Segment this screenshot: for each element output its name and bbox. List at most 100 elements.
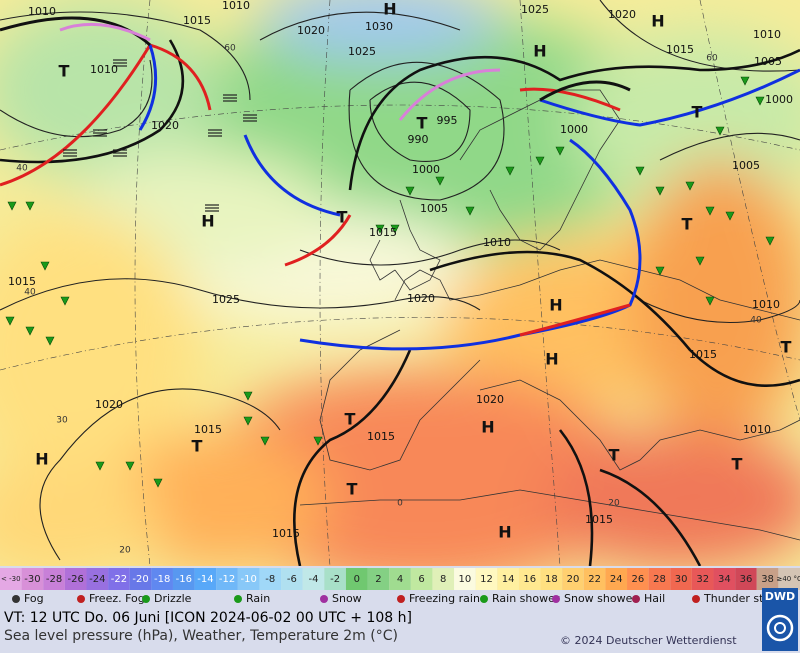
scale-cell bbox=[324, 568, 346, 590]
scale-label: 28 bbox=[653, 574, 666, 585]
scale-label: -6 bbox=[287, 574, 297, 585]
isobar-label: 1015 bbox=[585, 513, 613, 526]
scale-label: 14 bbox=[502, 574, 515, 585]
legend-icon bbox=[397, 595, 405, 603]
scale-cell bbox=[713, 568, 736, 590]
legend-label: Drizzle bbox=[154, 592, 192, 605]
legend-icon bbox=[12, 595, 20, 603]
scale-label: 4 bbox=[397, 574, 403, 585]
isobar-label: 1010 bbox=[483, 236, 511, 249]
isobar-label: 1025 bbox=[212, 293, 240, 306]
scale-label: 36 bbox=[740, 574, 753, 585]
scale-cell bbox=[778, 568, 800, 590]
scale-cell bbox=[648, 568, 671, 590]
isobar-label: 1015 bbox=[367, 430, 395, 443]
pressure-center: H bbox=[498, 523, 511, 542]
pressure-center: T bbox=[337, 208, 348, 227]
rain-shower-icon bbox=[725, 211, 735, 221]
rain-shower-icon bbox=[705, 206, 715, 216]
legend-label: Snow bbox=[332, 592, 362, 605]
isobar-label: 1030 bbox=[365, 20, 393, 33]
rain-shower-icon bbox=[243, 391, 253, 401]
pressure-center: H bbox=[481, 418, 494, 437]
legend-icon bbox=[234, 595, 242, 603]
temperature-field: 1010 1015 1010 1020 1030 1025 1025 1020 1015 1010… bbox=[0, 0, 800, 566]
scale-cell bbox=[497, 568, 519, 590]
isobar-label: 1010 bbox=[753, 28, 781, 41]
temperature-label: 60 bbox=[224, 44, 236, 54]
isobar-label: 1005 bbox=[754, 55, 782, 68]
scale-label: -22 bbox=[111, 574, 127, 585]
isobar-label: 1015 bbox=[369, 226, 397, 239]
rain-shower-icon bbox=[153, 478, 163, 488]
rain-shower-icon bbox=[25, 201, 35, 211]
scale-label: -2 bbox=[330, 574, 340, 585]
scale-cell bbox=[64, 568, 87, 590]
isobar-label: 1000 bbox=[560, 123, 588, 136]
legend-icon bbox=[142, 595, 150, 603]
scale-label: -10 bbox=[240, 574, 256, 585]
scale-label: 6 bbox=[418, 574, 424, 585]
scale-label: 32 bbox=[696, 574, 709, 585]
legend-icon bbox=[552, 595, 560, 603]
scale-label: -24 bbox=[89, 574, 105, 585]
isobar-label: 1020 bbox=[476, 393, 504, 406]
description: Sea level pressure (hPa), Weather, Tempe… bbox=[4, 628, 398, 644]
pressure-center: H bbox=[651, 12, 664, 31]
scale-cell bbox=[691, 568, 714, 590]
rain-shower-icon bbox=[555, 146, 565, 156]
temperature-label: 20 bbox=[119, 546, 131, 556]
rain-shower-icon bbox=[125, 461, 135, 471]
scale-cell bbox=[345, 568, 368, 590]
pressure-center: T bbox=[732, 455, 743, 474]
scale-cell bbox=[108, 568, 130, 590]
scale-cell bbox=[302, 568, 325, 590]
temperature-label: 60 bbox=[706, 54, 718, 64]
scale-cell bbox=[475, 568, 498, 590]
scale-label: 8 bbox=[440, 574, 446, 585]
isobar-label: 1020 bbox=[151, 119, 179, 132]
scale-label: 26 bbox=[631, 574, 644, 585]
rain-shower-icon bbox=[655, 186, 665, 196]
scale-cell bbox=[259, 568, 282, 590]
weather-symbols bbox=[5, 59, 775, 488]
scale-label: 38 bbox=[761, 574, 774, 585]
rain-shower-icon bbox=[313, 436, 323, 446]
temperature-label: 30 bbox=[56, 416, 68, 426]
temperature-label: 40 bbox=[16, 164, 28, 174]
scale-cell bbox=[562, 568, 584, 590]
scale-cell bbox=[756, 568, 779, 590]
temperature-label: 40 bbox=[24, 288, 36, 298]
rain-shower-icon bbox=[715, 126, 725, 136]
scale-label: -8 bbox=[265, 574, 275, 585]
temperature-label: 40 bbox=[750, 316, 762, 326]
copyright: © 2024 Deutscher Wetterdienst bbox=[560, 634, 737, 647]
isobar-label: 1015 bbox=[8, 275, 36, 288]
scale-cell bbox=[151, 568, 173, 590]
isobar-label: 1015 bbox=[272, 527, 300, 540]
isobar-label: 1020 bbox=[95, 398, 123, 411]
pressure-center: T bbox=[682, 215, 693, 234]
scale-label: 24 bbox=[610, 574, 623, 585]
scale-cell bbox=[43, 568, 65, 590]
isobar-label: 1015 bbox=[689, 348, 717, 361]
rain-shower-icon bbox=[60, 296, 70, 306]
scale-label: -30 bbox=[24, 574, 40, 585]
scale-label: -14 bbox=[197, 574, 213, 585]
isobar-label: 1015 bbox=[183, 14, 211, 27]
scale-cell bbox=[454, 568, 476, 590]
scale-cell bbox=[670, 568, 692, 590]
legend-icon bbox=[480, 595, 488, 603]
legend-icon bbox=[77, 595, 85, 603]
scale-cell bbox=[410, 568, 433, 590]
isobar-label: 1005 bbox=[732, 159, 760, 172]
scale-cell bbox=[432, 568, 455, 590]
scale-cell bbox=[129, 568, 152, 590]
isobar-label: 1025 bbox=[348, 45, 376, 58]
rain-shower-icon bbox=[535, 156, 545, 166]
rain-shower-icon bbox=[45, 336, 55, 346]
legend-label: Freez. Fog bbox=[89, 592, 145, 605]
scale-label: 0 bbox=[354, 574, 360, 585]
rain-shower-icon bbox=[465, 206, 475, 216]
